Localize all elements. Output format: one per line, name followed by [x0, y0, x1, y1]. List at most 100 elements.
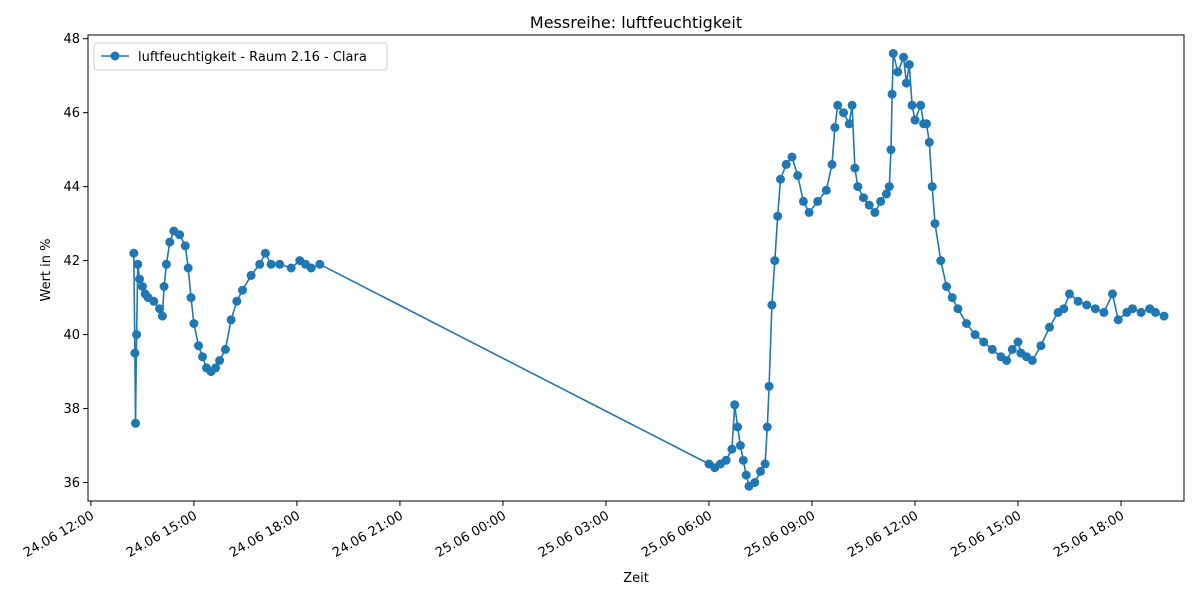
data-point — [175, 230, 185, 240]
data-point — [850, 163, 860, 173]
data-point — [135, 274, 144, 284]
x-tick-label: 25.06 00:00 — [433, 508, 509, 560]
data-point — [821, 185, 831, 195]
x-tick-label: 25.06 15:00 — [948, 508, 1024, 560]
data-point — [764, 381, 774, 391]
data-point — [157, 311, 167, 321]
data-point — [186, 293, 196, 303]
data-point — [198, 352, 207, 362]
data-point — [762, 422, 772, 432]
data-point — [839, 108, 848, 118]
data-point — [864, 200, 874, 210]
legend-label: luftfeuchtigkeit - Raum 2.16 - Clara — [138, 50, 367, 65]
y-tick-label: 40 — [63, 328, 80, 343]
data-point — [132, 330, 142, 340]
data-point — [1027, 356, 1037, 365]
data-point — [770, 256, 780, 266]
data-point — [1082, 300, 1092, 310]
y-tick-label: 38 — [63, 402, 80, 417]
data-point — [180, 241, 190, 251]
x-axis: 24.06 12:00 24.06 15:00 24.06 18:00 24.06 2… — [21, 501, 1127, 561]
data-point — [226, 315, 236, 325]
legend-marker-swatch — [110, 51, 120, 61]
data-point — [137, 282, 147, 291]
plot-frame — [87, 34, 1185, 502]
data-point — [853, 182, 863, 192]
data-point — [793, 171, 803, 180]
data-point — [876, 196, 886, 206]
y-tick-label: 42 — [63, 254, 80, 269]
series-markers — [129, 49, 1169, 491]
data-point — [859, 193, 868, 203]
data-point — [756, 466, 765, 476]
data-point — [987, 344, 997, 354]
data-point — [238, 285, 247, 295]
data-point — [924, 137, 934, 147]
data-point — [1113, 315, 1123, 325]
data-point — [159, 282, 169, 291]
data-point — [1002, 356, 1012, 365]
x-axis-label: Zeit — [623, 571, 649, 586]
data-point — [255, 259, 265, 269]
data-point — [847, 100, 857, 110]
data-point — [286, 263, 296, 273]
data-point — [907, 100, 917, 110]
data-point — [194, 341, 203, 351]
data-point — [165, 237, 175, 247]
y-axis: 36 38 40 42 44 46 48 — [63, 32, 88, 491]
data-point — [881, 189, 891, 199]
data-point — [827, 159, 837, 169]
data-point — [232, 296, 242, 306]
data-point — [930, 219, 940, 229]
data-point — [155, 304, 164, 314]
data-point — [916, 100, 926, 110]
data-point — [884, 182, 894, 192]
data-point — [947, 293, 957, 303]
y-tick-label: 46 — [63, 106, 80, 121]
data-point — [275, 259, 285, 269]
x-tick-label: 25.06 18:00 — [1051, 508, 1127, 560]
data-point — [1065, 289, 1074, 299]
data-point — [220, 344, 230, 354]
data-point — [189, 319, 199, 328]
x-tick-label: 25.06 09:00 — [742, 508, 818, 560]
data-point — [904, 60, 914, 70]
plot-area — [129, 49, 1169, 491]
data-point — [130, 348, 140, 358]
data-point — [888, 49, 898, 58]
data-point — [787, 152, 797, 162]
data-point — [830, 123, 840, 132]
data-point — [893, 67, 903, 77]
data-point — [721, 455, 731, 465]
data-point — [1099, 307, 1109, 317]
data-point — [776, 174, 785, 184]
data-point — [1007, 344, 1017, 354]
data-point — [970, 330, 980, 340]
data-point — [161, 259, 171, 269]
data-point — [798, 196, 808, 206]
data-point — [942, 282, 951, 291]
y-tick-label: 48 — [63, 32, 80, 47]
y-tick-label: 36 — [63, 476, 80, 491]
data-point — [211, 363, 221, 373]
x-tick-label: 24.06 18:00 — [227, 508, 303, 560]
data-point — [260, 248, 270, 258]
data-point — [1073, 296, 1083, 306]
data-point — [901, 78, 911, 88]
data-point — [844, 119, 854, 129]
data-point — [149, 296, 159, 306]
data-point — [1045, 322, 1054, 332]
data-point — [781, 159, 791, 169]
data-point — [886, 145, 896, 155]
data-point — [1136, 307, 1146, 317]
legend-box — [93, 42, 388, 71]
data-point — [813, 196, 823, 206]
data-point — [804, 208, 814, 217]
data-point — [1059, 304, 1069, 314]
chart-title: Messreihe: luftfeuchtigkeit — [530, 13, 742, 32]
data-point — [1013, 337, 1023, 347]
data-point — [910, 115, 920, 125]
data-point — [183, 263, 193, 273]
x-tick-label: 24.06 12:00 — [21, 508, 97, 560]
